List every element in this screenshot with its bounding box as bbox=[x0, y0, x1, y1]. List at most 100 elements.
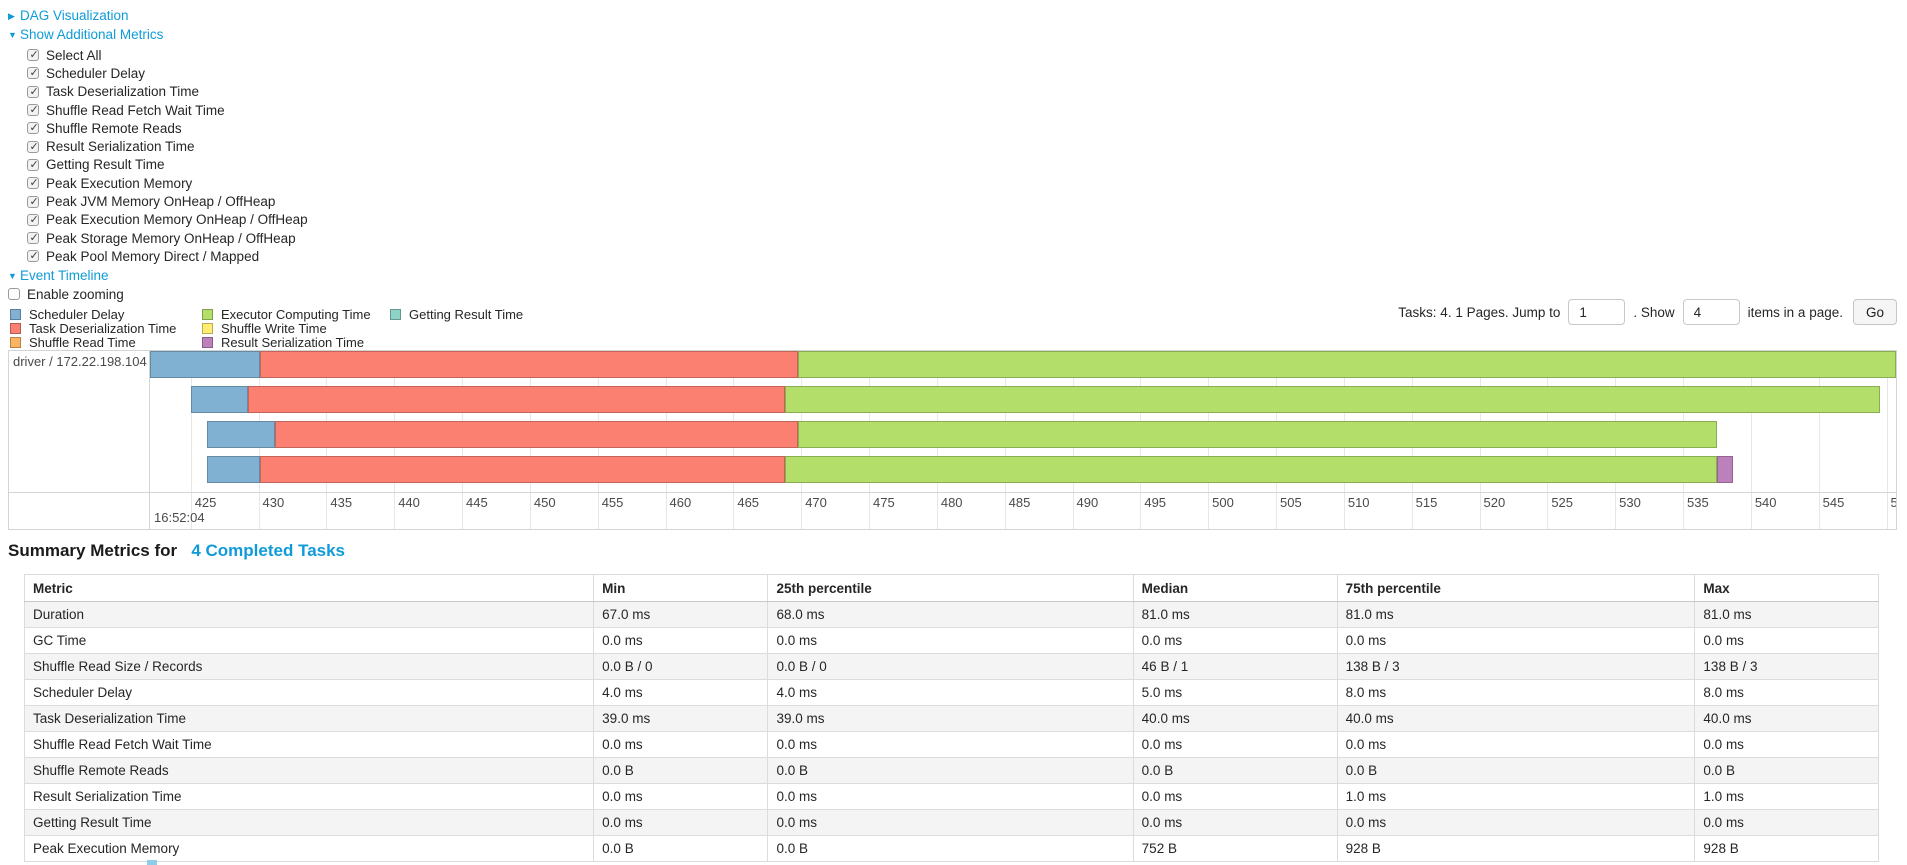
legend-swatch-icon bbox=[10, 322, 21, 334]
table-cell: 0.0 B bbox=[1336, 757, 1696, 784]
axis-tick-label: 465 bbox=[737, 495, 760, 510]
legend-label: Task Deserialization Time bbox=[29, 320, 177, 336]
enable-zooming-row: Enable zooming bbox=[8, 287, 308, 302]
table-row: Shuffle Read Size / Records 0.0 B / 0 0.0 … bbox=[23, 653, 1879, 680]
table-cell: 0.0 ms bbox=[1132, 627, 1338, 654]
metric-checkbox[interactable] bbox=[27, 85, 39, 99]
metric-checkbox[interactable] bbox=[27, 213, 39, 227]
go-button[interactable]: Go bbox=[1852, 299, 1897, 325]
gridline bbox=[190, 351, 192, 529]
metric-checkbox-label: Peak Storage Memory OnHeap / OffHeap bbox=[46, 230, 296, 246]
table-cell: 40.0 ms bbox=[1336, 705, 1696, 732]
table-cell: 8.0 ms bbox=[1694, 679, 1879, 706]
table-row: Scheduler Delay 4.0 ms 4.0 ms 5.0 ms 8.0 ms 8… bbox=[23, 679, 1879, 706]
task-segment-task-deserialization[interactable] bbox=[247, 386, 785, 413]
table-cell: 0.0 B / 0 bbox=[593, 653, 769, 680]
task-segment-task-deserialization[interactable] bbox=[259, 351, 799, 378]
metric-checkbox[interactable] bbox=[27, 232, 39, 245]
table-cell: 39.0 ms bbox=[593, 705, 769, 732]
axis-tick-label: 500 bbox=[1212, 495, 1234, 510]
table-header-cell: Metric bbox=[23, 574, 595, 602]
metric-checkbox[interactable] bbox=[27, 250, 39, 263]
metric-checkbox-item: Shuffle Read Fetch Wait Time bbox=[8, 101, 308, 119]
jump-to-page-input[interactable] bbox=[1568, 299, 1626, 325]
table-cell: 39.0 ms bbox=[767, 705, 1134, 732]
table-cell: 0.0 ms bbox=[767, 731, 1134, 758]
axis-tick-label: 530 bbox=[1619, 495, 1641, 510]
table-cell: Peak Execution Memory bbox=[23, 835, 595, 862]
metric-checkbox-item: Scheduler Delay bbox=[8, 64, 308, 82]
table-row: Task Deserialization Time 39.0 ms 39.0 ms 4… bbox=[23, 705, 1879, 732]
task-segment-scheduler-delay[interactable] bbox=[206, 456, 260, 483]
task-segment-executor-computing[interactable] bbox=[784, 456, 1717, 483]
legend-swatch-icon bbox=[202, 336, 213, 348]
metric-checkbox[interactable] bbox=[27, 195, 39, 209]
task-segment-task-deserialization[interactable] bbox=[259, 456, 785, 483]
metric-checkbox[interactable] bbox=[27, 49, 39, 62]
table-cell: 138 B / 3 bbox=[1694, 653, 1879, 680]
show-additional-metrics-toggle[interactable]: ▼ Show Additional Metrics bbox=[8, 27, 308, 42]
completed-tasks-link[interactable]: 4 Completed Tasks bbox=[191, 541, 346, 560]
table-cell: Getting Result Time bbox=[23, 809, 595, 836]
table-cell: Shuffle Read Size / Records bbox=[23, 653, 595, 680]
metric-checkbox-item: Peak Storage Memory OnHeap / OffHeap bbox=[8, 229, 308, 247]
dag-visualization-toggle[interactable]: ▶ DAG Visualization bbox=[8, 8, 308, 23]
table-cell: 4.0 ms bbox=[593, 679, 769, 706]
metric-checkbox[interactable] bbox=[27, 104, 39, 117]
show-additional-metrics-link[interactable]: Show Additional Metrics bbox=[20, 27, 164, 42]
table-cell: 67.0 ms bbox=[593, 601, 769, 628]
axis-tick-label: 470 bbox=[805, 495, 827, 510]
table-cell: 928 B bbox=[1694, 835, 1879, 862]
table-header-cell: Max bbox=[1694, 574, 1879, 602]
metric-checkbox-item: Select All bbox=[8, 46, 308, 64]
table-cell: 8.0 ms bbox=[1336, 679, 1696, 706]
legend-swatch-icon bbox=[202, 322, 213, 334]
task-segment-result-serialization[interactable] bbox=[1716, 456, 1734, 483]
metric-checkbox[interactable] bbox=[27, 158, 39, 172]
table-header-cell: 25th percentile bbox=[767, 574, 1134, 602]
task-segment-scheduler-delay[interactable] bbox=[150, 351, 260, 378]
table-cell: 0.0 ms bbox=[593, 783, 769, 810]
table-cell: Duration bbox=[23, 601, 595, 628]
metric-checkbox-label: Shuffle Read Fetch Wait Time bbox=[46, 102, 225, 118]
legend-item: Shuffle Write Time bbox=[202, 320, 390, 336]
legend-swatch-icon bbox=[10, 308, 21, 320]
table-cell: 752 B bbox=[1132, 835, 1338, 862]
legend-label: Getting Result Time bbox=[409, 306, 524, 322]
axis-tick-label: 550 bbox=[1890, 495, 1897, 510]
table-cell: 0.0 ms bbox=[1694, 731, 1879, 758]
table-row: Getting Result Time 0.0 ms 0.0 ms 0.0 ms 0.0… bbox=[23, 809, 1879, 836]
metric-checkbox[interactable] bbox=[27, 122, 39, 135]
task-segment-executor-computing[interactable] bbox=[784, 386, 1880, 413]
task-segment-scheduler-delay[interactable] bbox=[190, 386, 248, 413]
axis-tick-label: 435 bbox=[330, 495, 353, 510]
event-timeline-toggle[interactable]: ▼ Event Timeline bbox=[8, 268, 308, 283]
legend-label: Shuffle Write Time bbox=[221, 320, 327, 336]
axis-tick-label: 450 bbox=[533, 495, 556, 510]
metric-checkbox[interactable] bbox=[27, 177, 39, 190]
dag-visualization-link[interactable]: DAG Visualization bbox=[20, 8, 129, 23]
items-per-page-input[interactable] bbox=[1682, 299, 1740, 325]
timeline-plot-area: 425 430 435 440 445 450 455 460 465 470 475 480 485 4… bbox=[150, 351, 1896, 529]
metric-checkbox[interactable] bbox=[27, 67, 39, 80]
axis-tick-label: 540 bbox=[1754, 495, 1777, 510]
task-row bbox=[150, 421, 1896, 448]
metric-checkbox[interactable] bbox=[27, 140, 39, 154]
legend-item: Task Deserialization Time bbox=[10, 320, 202, 336]
table-cell: 0.0 B bbox=[1132, 757, 1338, 784]
event-timeline-link[interactable]: Event Timeline bbox=[20, 267, 109, 283]
metric-checkbox-label: Peak Pool Memory Direct / Mapped bbox=[46, 248, 260, 264]
task-segment-task-deserialization[interactable] bbox=[274, 421, 799, 448]
table-cell: 0.0 B bbox=[767, 835, 1134, 862]
axis-tick-label: 425 bbox=[194, 495, 217, 510]
table-cell: 0.0 ms bbox=[1132, 731, 1338, 758]
task-segment-executor-computing[interactable] bbox=[798, 421, 1717, 448]
enable-zooming-checkbox[interactable] bbox=[8, 288, 20, 301]
legend-item: Shuffle Read Time bbox=[10, 335, 202, 350]
axis-tick-label: 535 bbox=[1687, 495, 1709, 510]
axis-tick-label: 525 bbox=[1551, 495, 1574, 510]
table-row: Shuffle Read Fetch Wait Time 0.0 ms 0.0 ms… bbox=[23, 731, 1879, 758]
task-segment-scheduler-delay[interactable] bbox=[206, 421, 275, 448]
table-cell: 0.0 B bbox=[1694, 757, 1879, 784]
task-segment-executor-computing[interactable] bbox=[798, 351, 1896, 378]
